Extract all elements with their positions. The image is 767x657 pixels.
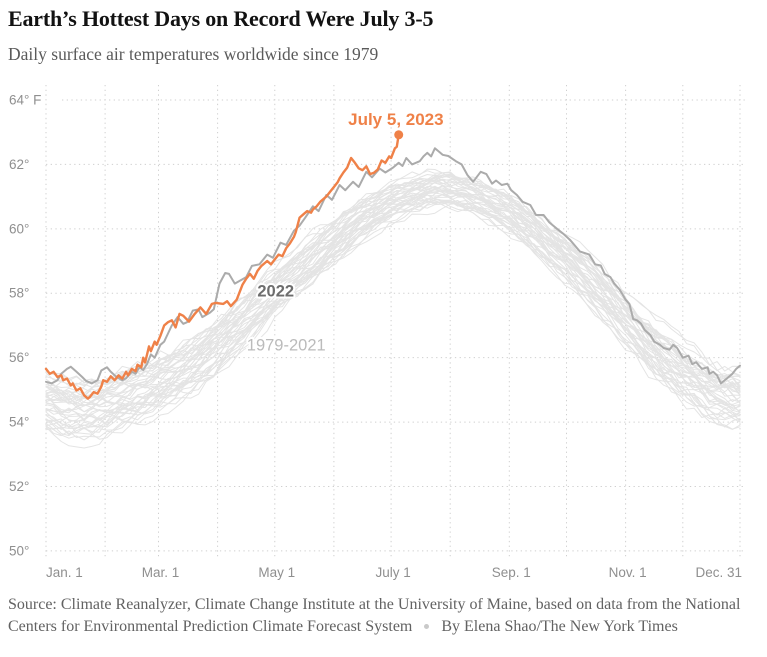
x-tick-label: May 1: [258, 565, 295, 580]
x-tick-label: July 1: [375, 565, 410, 580]
y-tick-label: 56°: [9, 350, 29, 365]
source-text: Source: Climate Reanalyzer, Climate Chan…: [8, 596, 741, 635]
band-line-1979-2021: [45, 182, 741, 405]
band-line-1979-2021: [45, 187, 741, 413]
y-tick-label: 54°: [9, 415, 29, 430]
endpoint-dot-2023: [394, 130, 404, 140]
grid: [45, 85, 746, 559]
separator-dot-icon: [424, 623, 430, 629]
x-tick-label: Sep. 1: [492, 565, 531, 580]
y-tick-label: 58°: [9, 286, 29, 301]
band-line-1979-2021: [45, 202, 741, 449]
band-lines-1979-2021: [45, 168, 741, 449]
band-line-1979-2021: [45, 168, 741, 385]
band-line-1979-2021: [45, 200, 741, 436]
chart-subtitle: Daily surface air temperatures worldwide…: [8, 44, 379, 64]
chart-area: 64° F 62° 60° 58° 56° 54° 52° 50° Jan. 1 Mar. 1 Ma…: [0, 80, 767, 590]
line-2022: [45, 147, 741, 385]
band-line-1979-2021: [45, 185, 741, 407]
y-tick-label: 62°: [9, 157, 29, 172]
annotation-1979-2021: 1979-2021: [247, 337, 326, 355]
annotation-july-5-2023: July 5, 2023: [348, 110, 443, 129]
band-line-1979-2021: [45, 175, 741, 385]
y-tick-label: 60°: [9, 221, 29, 236]
byline-text: By Elena Shao/The New York Times: [441, 618, 678, 635]
annotation-2022: 2022: [257, 282, 294, 300]
x-tick-label: Jan. 1: [46, 565, 83, 580]
band-line-1979-2021: [45, 185, 741, 408]
band-line-1979-2021: [45, 176, 741, 406]
x-tick-label: Mar. 1: [142, 565, 180, 580]
x-tick-label: Dec. 31: [695, 565, 742, 580]
band-line-1979-2021: [45, 193, 741, 430]
band-line-1979-2021: [45, 177, 741, 398]
line-2023: [44, 133, 400, 400]
source-note: Source: Climate Reanalyzer, Climate Chan…: [8, 594, 757, 638]
band-line-1979-2021: [45, 174, 741, 397]
y-tick-label: 50°: [9, 543, 29, 558]
y-tick-label: 52°: [9, 479, 29, 494]
chart-title: Earth’s Hottest Days on Record Were July…: [8, 6, 434, 31]
band-line-1979-2021: [45, 173, 741, 388]
y-tick-label: 64° F: [9, 93, 41, 108]
band-line-1979-2021: [45, 186, 741, 413]
band-line-1979-2021: [45, 185, 741, 406]
x-tick-label: Nov. 1: [609, 565, 647, 580]
band-line-1979-2021: [45, 194, 741, 438]
temperature-chart: 64° F 62° 60° 58° 56° 54° 52° 50° Jan. 1 Mar. 1 Ma…: [9, 85, 746, 580]
